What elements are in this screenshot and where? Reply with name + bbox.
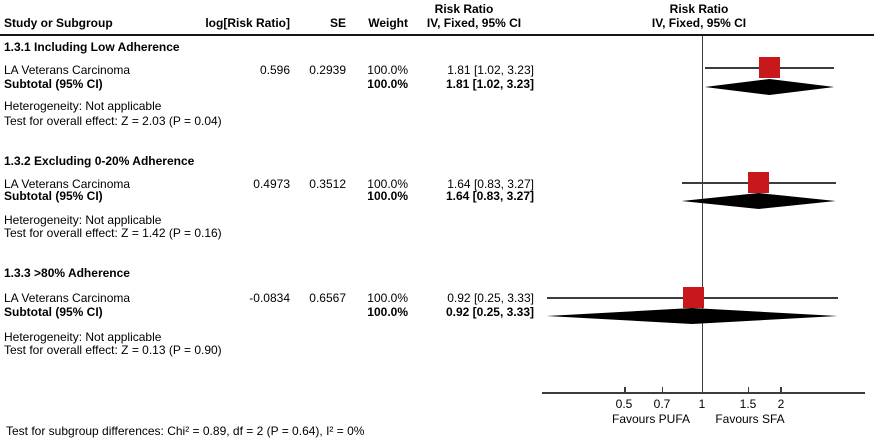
subgroup-title: 1.3.1 Including Low Adherence [4, 40, 180, 54]
axis-tick-label: 0.5 [615, 397, 633, 411]
study-name: LA Veterans Carcinoma [4, 63, 131, 77]
subtotal-row: Subtotal (95% CI) 100.0% 0.92 [0.25, 3.3… [0, 306, 560, 319]
axis-tick-label: 0.7 [653, 397, 671, 411]
study-se: 0.3512 [309, 177, 346, 191]
favours-left-label: Favours PUFA [611, 412, 691, 426]
study-row: LA Veterans Carcinoma 0.4973 0.3512 100.… [0, 178, 560, 191]
column-header-logrr: log[Risk Ratio] [205, 16, 290, 30]
subtotal-estimate: 0.92 [0.25, 3.33] [445, 305, 534, 319]
axis-tick [661, 387, 663, 393]
study-se: 0.6567 [309, 291, 346, 305]
effect-square [682, 287, 704, 308]
subtotal-weight: 100.0% [367, 305, 408, 319]
overall-effect-row: Test for overall effect: Z = 0.13 (P = 0… [4, 343, 222, 357]
subtotal-row: Subtotal (95% CI) 100.0% 1.81 [1.02, 3.2… [0, 78, 560, 91]
study-row: LA Veterans Carcinoma -0.0834 0.6567 100… [0, 292, 560, 305]
heterogeneity-row: Heterogeneity: Not applicable [4, 330, 162, 344]
study-weight: 100.0% [367, 291, 408, 305]
study-name: LA Veterans Carcinoma [4, 177, 131, 191]
subgroup-title: 1.3.3 >80% Adherence [4, 266, 130, 280]
no-effect-line [701, 36, 703, 393]
column-header-se: SE [329, 16, 346, 30]
subtotal-label: Subtotal (95% CI) [4, 305, 103, 319]
subtotal-label: Subtotal (95% CI) [4, 77, 103, 91]
study-estimate: 1.64 [0.83, 3.27] [447, 177, 534, 191]
effect-square [747, 172, 769, 193]
study-logrr: 0.4973 [253, 177, 290, 191]
study-se: 0.2939 [309, 63, 346, 77]
favours-right-label: Favours SFA [715, 412, 785, 426]
subtotal-label: Subtotal (95% CI) [4, 189, 103, 203]
plot-header-title: Risk Ratio [669, 2, 729, 16]
axis-tick-label: 1 [698, 397, 706, 411]
axis-tick [747, 387, 749, 393]
axis-tick [780, 387, 782, 393]
subgroup-difference-test: Test for subgroup differences: Chi² = 0.… [6, 424, 365, 438]
axis-tick [701, 387, 703, 393]
column-header-study: Study or Subgroup [4, 16, 113, 30]
column-header-effect-title: Risk Ratio [434, 2, 494, 16]
subtotal-diamond [546, 308, 838, 324]
study-weight: 100.0% [367, 63, 408, 77]
subtotal-row: Subtotal (95% CI) 100.0% 1.64 [0.83, 3.2… [0, 190, 560, 203]
study-row: LA Veterans Carcinoma 0.596 0.2939 100.0… [0, 64, 560, 77]
x-axis-line [542, 392, 865, 394]
study-weight: 100.0% [367, 177, 408, 191]
header-separator-line [0, 34, 874, 36]
subtotal-diamond [681, 193, 836, 209]
subtotal-weight: 100.0% [367, 77, 408, 91]
axis-tick [624, 387, 626, 393]
plot-header-method: IV, Fixed, 95% CI [651, 16, 747, 30]
axis-tick-label: 1.5 [739, 397, 757, 411]
overall-effect-row: Test for overall effect: Z = 2.03 (P = 0… [4, 114, 222, 128]
study-logrr: -0.0834 [249, 291, 290, 305]
header-row-2: Study or Subgroup log[Risk Ratio] SE Wei… [0, 17, 560, 30]
overall-effect-row: Test for overall effect: Z = 1.42 (P = 0… [4, 226, 222, 240]
header-row-1: Risk Ratio [0, 3, 560, 16]
effect-square [758, 57, 780, 78]
subtotal-estimate: 1.81 [1.02, 3.23] [445, 77, 534, 91]
subtotal-estimate: 1.64 [0.83, 3.27] [445, 189, 534, 203]
subtotal-diamond [704, 79, 835, 95]
column-header-effect-method: IV, Fixed, 95% CI [426, 16, 522, 30]
study-name: LA Veterans Carcinoma [4, 291, 131, 305]
study-estimate: 0.92 [0.25, 3.33] [447, 291, 534, 305]
subtotal-weight: 100.0% [367, 189, 408, 203]
study-logrr: 0.596 [259, 63, 290, 77]
column-header-weight: Weight [368, 16, 408, 30]
heterogeneity-row: Heterogeneity: Not applicable [4, 213, 162, 227]
subgroup-title: 1.3.2 Excluding 0-20% Adherence [4, 154, 195, 168]
axis-tick-label: 2 [777, 397, 785, 411]
heterogeneity-row: Heterogeneity: Not applicable [4, 99, 162, 113]
study-estimate: 1.81 [1.02, 3.23] [447, 63, 534, 77]
